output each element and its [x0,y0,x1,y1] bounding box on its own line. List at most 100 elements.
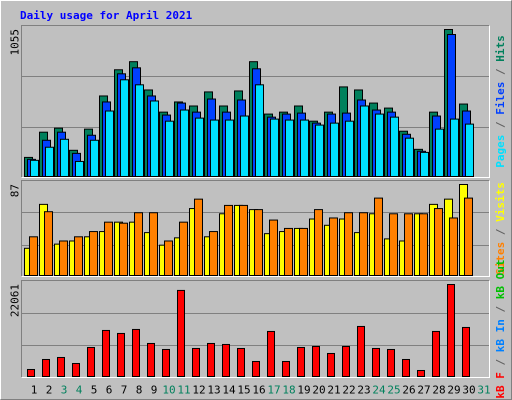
panel-bevel [21,25,490,178]
bar [285,119,294,177]
panel-bevel [21,280,490,378]
x-tick-label: 26 [402,384,415,397]
bar [57,356,65,378]
x-tick-label: 11 [177,384,190,397]
chart-title: Daily usage for April 2021 [20,9,193,22]
bar [102,329,110,378]
bar [449,217,458,277]
panel-bevel [21,25,490,178]
legend-entry: Sites [494,242,507,275]
legend-entry: Pages [494,135,507,168]
legend: kB F / kB In / kB Out [494,259,507,398]
bar [150,100,159,177]
bar [312,345,320,377]
legend-separator: / [494,352,507,372]
legend-entry: Files [494,82,507,115]
bar [345,120,354,177]
x-tick-label: 7 [121,384,128,397]
bar [252,360,260,378]
bar [59,240,68,276]
x-tick-label: 1 [31,384,38,397]
legend: Pages / Files / Hits [494,35,507,168]
x-tick-label: 13 [207,384,220,397]
bar [435,128,444,178]
bar [87,346,95,378]
bar [207,342,215,378]
legend-separator: / [494,62,507,82]
x-tick-label: 3 [61,384,68,397]
bar [284,227,293,276]
bar [237,347,245,378]
panel-bevel [21,180,490,277]
x-tick-label: 16 [252,384,265,397]
bar [222,343,230,378]
x-tick-label: 28 [432,384,445,397]
bar [254,209,263,277]
x-tick-label: 4 [76,384,83,397]
bar [342,345,350,377]
x-tick-label: 12 [192,384,205,397]
bar [149,212,158,276]
bar [180,109,189,177]
bar [387,348,395,377]
bar [120,79,129,177]
bar [72,362,80,377]
y-max-label: 1055 [9,29,22,56]
bar [267,330,275,377]
bar [420,151,429,178]
bar [360,105,369,177]
x-tick-label: 30 [462,384,475,397]
legend-entry: Visits [494,182,507,222]
x-tick-label: 29 [447,384,460,397]
bar [42,358,50,377]
bar [297,346,305,378]
legend-separator: / [494,115,507,135]
bar [135,84,144,177]
bar [344,212,353,276]
x-tick-label: 10 [162,384,175,397]
x-tick-label: 19 [297,384,310,397]
bar [30,159,39,177]
bar [27,368,35,377]
bar [240,115,249,177]
bar [269,219,278,276]
bar [282,360,290,378]
bar [375,113,384,177]
bar [239,204,248,276]
bar [90,139,99,177]
bar [357,325,365,378]
bar [329,217,338,277]
bar [330,122,339,177]
bar [162,348,170,377]
bar [270,118,279,178]
bar [164,240,173,276]
bar [192,347,200,378]
bar [165,120,174,177]
bar [374,197,383,276]
bar [177,289,185,377]
bar [45,146,54,177]
x-tick-label: 22 [342,384,355,397]
bar [74,236,83,276]
x-tick-label: 27 [417,384,430,397]
bar [75,160,84,178]
x-tick-label: 20 [312,384,325,397]
bar [402,358,410,377]
bar [195,117,204,178]
bar [194,198,203,276]
bar [179,221,188,276]
bar [419,213,428,276]
legend-entry: kB In [494,319,507,352]
legend: Sites / Visits [494,182,507,275]
bar [299,227,308,276]
bar [359,212,368,276]
bar [390,116,399,177]
bar [447,284,455,377]
x-tick-label: 15 [237,384,250,397]
x-tick-label: 8 [136,384,143,397]
bar [389,213,398,276]
bar [450,118,459,178]
x-tick-label: 18 [282,384,295,397]
legend-entry: kB F [494,372,507,399]
